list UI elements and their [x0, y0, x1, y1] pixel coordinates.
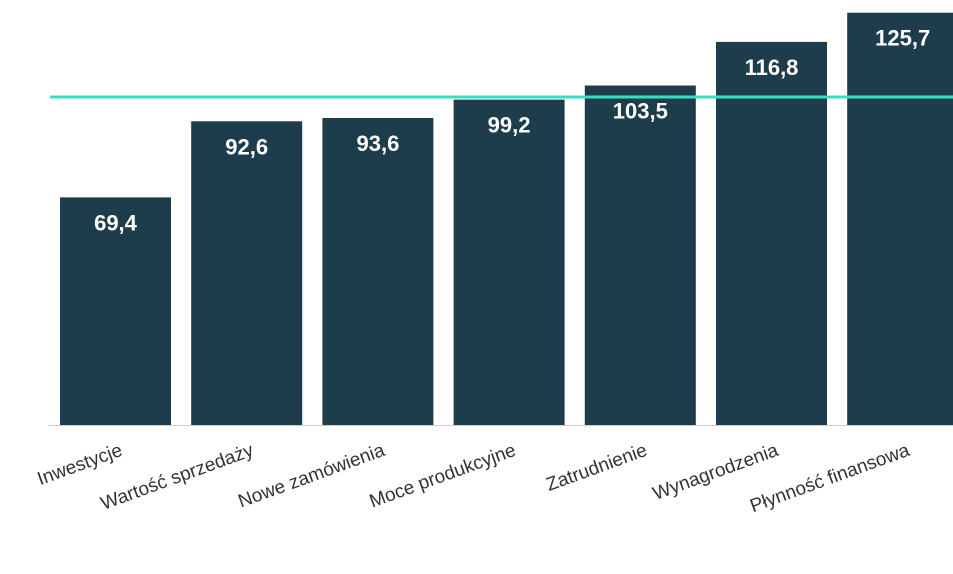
bar-5: [584, 85, 696, 426]
bar-value-label: 116,8: [745, 55, 799, 80]
category-label: Zatrudnienie: [544, 440, 650, 496]
bar-2: [191, 121, 303, 425]
bar-3: [322, 117, 434, 425]
bar-value-label: 125,7: [875, 26, 930, 51]
bar-value-label: 103,5: [613, 99, 668, 124]
bar-value-label: 93,6: [356, 131, 399, 156]
bar-value-label: 92,6: [225, 134, 268, 159]
value-labels-layer: 69,4 92,6 93,6 99,2 103,5 116,8 125,7: [94, 26, 930, 236]
bar-6: [716, 41, 827, 426]
bars-layer: [60, 12, 953, 426]
bar-value-label: 99,2: [488, 113, 531, 138]
bar-7: [847, 12, 953, 425]
category-label: Moce produkcyjne: [367, 440, 519, 512]
bar-value-label: 69,4: [94, 210, 138, 235]
bar-4: [453, 99, 565, 426]
category-label: Inwestycje: [35, 440, 126, 490]
category-label: Nowe zamówienia: [236, 440, 388, 513]
bar-1: [60, 197, 171, 425]
